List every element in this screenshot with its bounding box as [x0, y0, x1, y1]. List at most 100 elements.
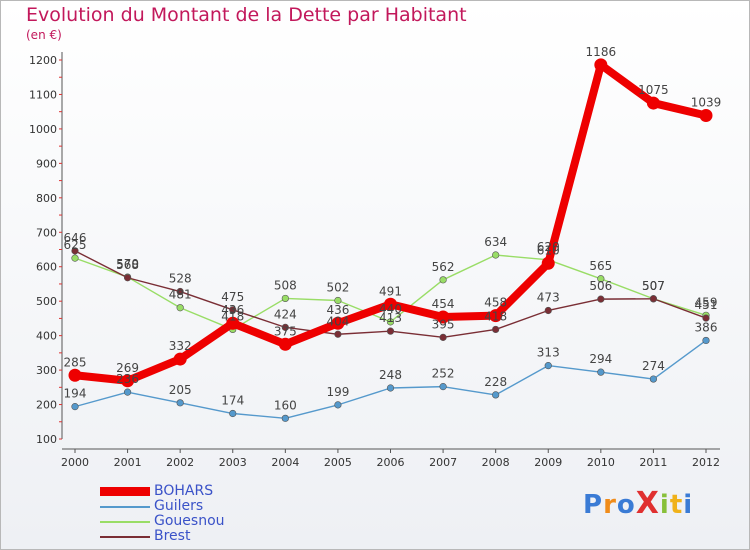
data-label-bohars: 458: [484, 296, 507, 310]
data-label-bohars: 332: [169, 339, 192, 353]
y-tick-label: 200: [36, 399, 57, 412]
x-tick-label: 2005: [324, 456, 352, 469]
data-point-gouesnou: [334, 296, 342, 305]
data-label-brest: 404: [326, 314, 349, 328]
y-tick-label: 900: [36, 157, 57, 170]
x-tick-label: 2007: [429, 456, 457, 469]
data-label-gouesnou: 634: [484, 235, 507, 249]
legend-label: Guilers: [154, 498, 204, 514]
data-label-bohars: 454: [432, 297, 455, 311]
proxiti-logo: ProXiti: [583, 486, 693, 521]
x-tick-label: 2009: [534, 456, 562, 469]
data-point-bohars: [594, 58, 608, 72]
y-tick-label: 400: [36, 330, 57, 343]
data-point-guilers: [492, 391, 500, 399]
data-point-guilers: [597, 368, 605, 376]
x-tick-label: 2008: [482, 456, 510, 469]
data-label-brest: 473: [537, 290, 560, 304]
data-label-gouesnou: 570: [116, 257, 139, 271]
data-point-guilers: [334, 401, 342, 409]
data-label-brest: 568: [116, 258, 139, 272]
y-tick-label: 800: [36, 192, 57, 205]
data-label-guilers: 199: [326, 385, 349, 399]
data-point-bohars: [278, 337, 292, 351]
data-label-gouesnou: 440: [379, 302, 402, 316]
data-label-bohars: 436: [221, 303, 244, 317]
data-point-gouesnou: [597, 275, 605, 283]
logo-letter: r: [603, 490, 617, 520]
x-tick-label: 2012: [692, 456, 720, 469]
data-label-brest: 507: [642, 279, 665, 293]
data-point-guilers: [702, 336, 710, 345]
y-tick-label: 1100: [29, 88, 57, 101]
y-tick-label: 600: [36, 261, 57, 274]
data-point-gouesnou: [71, 254, 79, 262]
data-point-guilers: [544, 362, 552, 370]
data-point-brest: [123, 274, 132, 282]
y-tick-label: 700: [36, 226, 57, 239]
data-point-bohars: [436, 310, 450, 324]
data-label-brest: 528: [169, 272, 192, 286]
data-label-bohars: 285: [64, 355, 87, 369]
data-label-guilers: 174: [221, 394, 244, 408]
data-label-gouesnou: 502: [326, 280, 349, 294]
data-point-brest: [281, 323, 289, 331]
data-label-gouesnou: 418: [221, 309, 244, 323]
data-point-brest: [386, 327, 395, 335]
data-label-guilers: 194: [64, 387, 87, 401]
data-label-brest: 418: [484, 309, 507, 323]
data-point-brest: [492, 325, 500, 334]
data-label-bohars: 1186: [586, 45, 617, 59]
y-tick-label: 100: [36, 433, 57, 446]
data-label-gouesnou: 508: [274, 278, 297, 292]
data-point-brest: [649, 295, 658, 303]
data-label-gouesnou: 625: [64, 238, 87, 252]
data-point-gouesnou: [386, 318, 395, 326]
data-point-brest: [229, 306, 237, 314]
data-point-gouesnou: [439, 276, 447, 284]
data-point-bohars: [699, 108, 713, 122]
data-point-bohars: [646, 96, 660, 110]
data-label-gouesnou: 565: [589, 259, 612, 273]
data-point-gouesnou: [492, 251, 500, 259]
data-label-guilers: 294: [589, 352, 612, 366]
data-label-brest: 395: [432, 317, 455, 331]
x-tick-label: 2011: [639, 456, 667, 469]
data-label-brest: 413: [379, 311, 402, 325]
x-tick-label: 2000: [61, 456, 89, 469]
data-label-gouesnou: 459: [695, 295, 718, 309]
y-tick-label: 1000: [29, 123, 57, 136]
data-point-bohars: [384, 297, 397, 311]
y-tick-label: 300: [36, 364, 57, 377]
data-point-guilers: [386, 384, 395, 392]
x-tick-label: 2001: [114, 456, 142, 469]
axes: 100 200 300 400 500 600 700 800 900 1000 1100 1200 2…: [29, 52, 720, 469]
data-point-brest: [702, 314, 710, 322]
data-point-guilers: [281, 414, 289, 422]
legend-swatch: [100, 536, 150, 538]
data-label-guilers: 274: [642, 359, 665, 373]
data-point-guilers: [176, 399, 184, 407]
data-label-gouesnou: 481: [169, 288, 192, 302]
data-label-guilers: 205: [169, 383, 192, 397]
y-tick-label: 1200: [29, 54, 57, 67]
data-point-gouesnou: [176, 304, 184, 312]
data-point-bohars: [121, 374, 135, 388]
data-label-gouesnou: 562: [432, 260, 455, 274]
data-point-brest: [71, 247, 79, 255]
data-point-brest: [439, 333, 447, 341]
legend-label: Gouesnou: [154, 513, 225, 529]
data-label-bohars: 269: [116, 361, 139, 375]
data-point-bohars: [226, 316, 240, 330]
data-point-brest: [176, 287, 184, 296]
data-point-guilers: [439, 383, 447, 391]
data-label-bohars: 491: [379, 284, 402, 298]
legend-swatch: [100, 521, 150, 523]
data-point-guilers: [649, 375, 658, 383]
data-label-guilers: 313: [537, 346, 560, 360]
legend-label: BOHARS: [154, 483, 214, 499]
data-label-guilers: 252: [432, 367, 455, 381]
data-point-bohars: [68, 368, 82, 382]
data-label-guilers: 228: [484, 375, 507, 389]
data-label-brest: 506: [589, 279, 612, 293]
